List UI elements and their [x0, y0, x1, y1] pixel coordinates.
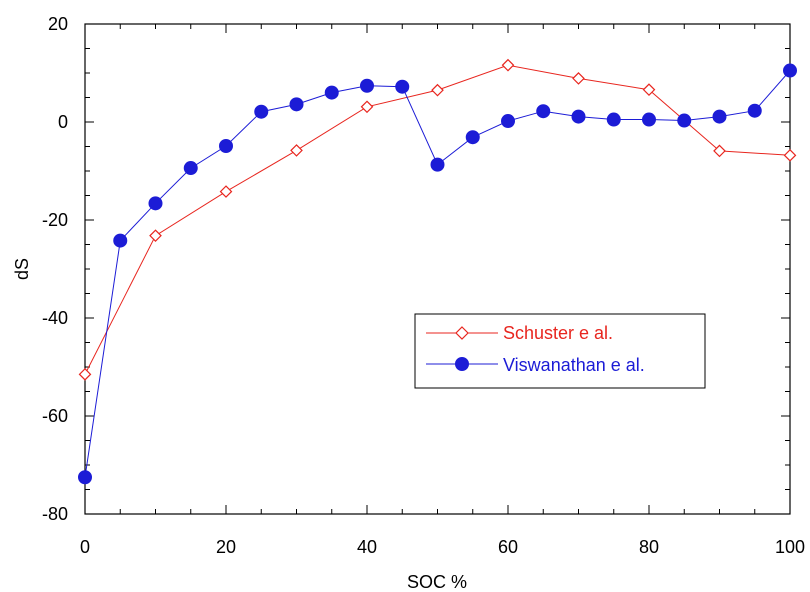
data-point [395, 79, 410, 94]
data-point [536, 104, 551, 119]
data-point [572, 72, 585, 85]
data-point [360, 78, 374, 93]
y-tick-labels: -80 -60 -40 -20 0 20 [42, 14, 68, 524]
data-point [571, 109, 586, 124]
x-axis-label: SOC % [407, 572, 467, 592]
data-point [254, 104, 269, 119]
data-point [501, 58, 515, 72]
legend: Schuster e al. Viswanathan e al. [414, 313, 706, 389]
data-point [677, 113, 692, 128]
data-point [747, 103, 762, 118]
data-point [290, 144, 303, 157]
x-tick-label: 100 [775, 537, 805, 557]
x-tick-label: 80 [639, 537, 659, 557]
legend-marker-schuster [455, 326, 469, 340]
data-point [642, 83, 656, 97]
data-point [219, 139, 233, 154]
x-tick-labels: 0 20 40 60 80 100 [80, 537, 805, 557]
legend-label-schuster: Schuster e al. [503, 323, 613, 343]
data-point [465, 130, 480, 145]
y-tick-label: -80 [42, 504, 68, 524]
x-tick-label: 20 [216, 537, 236, 557]
data-point [78, 470, 92, 485]
legend-marker-viswanathan [455, 357, 469, 371]
data-point [289, 97, 304, 112]
y-tick-label: -20 [42, 210, 68, 230]
ticks [84, 23, 791, 515]
data-point [606, 112, 621, 127]
y-tick-label: 20 [48, 14, 68, 34]
x-tick-label: 40 [357, 537, 377, 557]
data-point [113, 233, 128, 248]
data-point [183, 161, 198, 176]
data-point [431, 83, 444, 97]
data-point [501, 114, 515, 129]
data-point [713, 144, 726, 158]
marker-layer [78, 58, 797, 485]
data-point [712, 109, 727, 124]
data-point [642, 112, 656, 127]
legend-box [414, 313, 706, 389]
x-tick-label: 0 [80, 537, 90, 557]
y-tick-label: -40 [42, 308, 68, 328]
y-axis-label: dS [12, 258, 32, 280]
series-line-1 [85, 70, 790, 478]
plot-frame [84, 23, 791, 515]
data-point [783, 63, 797, 78]
x-tick-label: 60 [498, 537, 518, 557]
y-tick-label: -60 [42, 406, 68, 426]
data-point [360, 100, 374, 114]
data-point [430, 157, 445, 172]
data-point [324, 85, 339, 100]
y-tick-label: 0 [58, 112, 68, 132]
data-point [783, 148, 797, 162]
data-point [78, 368, 92, 381]
data-point [149, 229, 162, 243]
data-point [148, 196, 163, 211]
data-point [219, 185, 233, 198]
legend-label-viswanathan: Viswanathan e al. [503, 355, 645, 375]
